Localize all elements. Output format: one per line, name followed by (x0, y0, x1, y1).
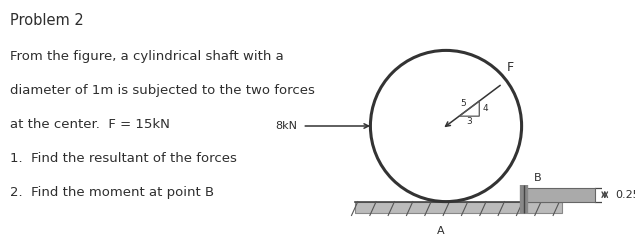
Text: B: B (534, 173, 542, 183)
FancyBboxPatch shape (356, 202, 562, 213)
Text: 1.  Find the resultant of the forces: 1. Find the resultant of the forces (10, 152, 237, 166)
Text: 4: 4 (483, 104, 489, 113)
Text: 0.25m: 0.25m (615, 190, 635, 200)
Text: 5: 5 (460, 99, 465, 108)
Text: at the center.  F = 15kN: at the center. F = 15kN (10, 118, 170, 132)
Text: From the figure, a cylindrical shaft with a: From the figure, a cylindrical shaft wit… (10, 50, 284, 64)
Text: F: F (507, 60, 514, 74)
FancyBboxPatch shape (524, 188, 595, 202)
Text: 8kN: 8kN (276, 121, 297, 131)
Text: diameter of 1m is subjected to the two forces: diameter of 1m is subjected to the two f… (10, 84, 315, 98)
Text: A: A (437, 226, 444, 236)
Text: 3: 3 (466, 117, 472, 126)
Text: Problem 2: Problem 2 (10, 13, 84, 28)
Text: 2.  Find the moment at point B: 2. Find the moment at point B (10, 186, 214, 200)
